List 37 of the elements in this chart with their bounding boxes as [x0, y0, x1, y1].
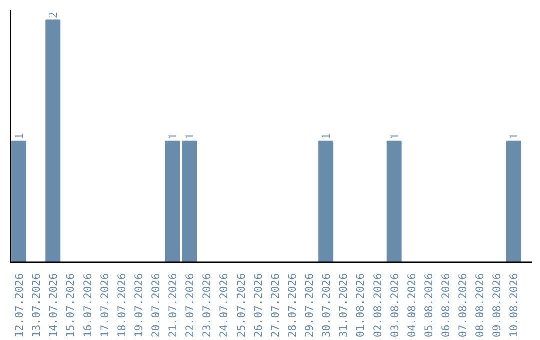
x-tick-label: 16.07.2026 [81, 274, 94, 338]
data-label: 1 [182, 133, 197, 140]
x-tick-label: 04.08.2026 [405, 274, 418, 338]
x-tick-label: 10.08.2026 [508, 274, 521, 338]
x-tick-label: 20.07.2026 [150, 274, 162, 338]
x-tick-label: 13.07.2026 [30, 274, 44, 338]
data-label: 1 [12, 133, 26, 140]
data-label: 1 [387, 133, 402, 140]
x-tick-label: 27.07.2026 [268, 274, 282, 338]
data-label: 1 [319, 133, 334, 140]
data-label: 1 [166, 133, 180, 140]
x-tick-label: 07.08.2026 [456, 274, 470, 338]
data-label: 2 [46, 12, 60, 18]
x-tick-label: 18.07.2026 [115, 274, 128, 338]
x-tick-label: 15.07.2026 [64, 274, 78, 338]
x-tick-label: 06.08.2026 [440, 274, 452, 338]
x-tick-label: 24.07.2026 [218, 274, 231, 338]
x-tick-label: 08.08.2026 [474, 274, 487, 338]
x-tick-label: 30.07.2026 [320, 274, 334, 338]
x-tick-label: 03.08.2026 [388, 274, 402, 338]
x-tick-label: 17.07.2026 [98, 274, 112, 338]
x-tick-label: 09.08.2026 [490, 274, 504, 338]
x-tick-label: 23.07.2026 [200, 274, 214, 338]
x-tick-label: 05.08.2026 [422, 274, 436, 338]
x-tick-label: 12.07.2026 [13, 274, 26, 338]
x-tick-label: 21.07.2026 [166, 274, 180, 338]
x-tick-label: 22.07.2026 [184, 274, 197, 338]
data-label: 1 [506, 133, 521, 140]
x-tick-label: 26.07.2026 [252, 274, 265, 338]
x-tick-label: 02.08.2026 [371, 274, 384, 338]
x-tick-label: 25.07.2026 [234, 274, 248, 338]
x-tick-label: 01.08.2026 [354, 274, 368, 338]
x-tick-label: 19.07.2026 [132, 274, 146, 338]
x-tick-label: 14.07.2026 [47, 274, 60, 338]
x-tick-label: 31.07.2026 [337, 274, 350, 338]
x-tick-label: 28.07.2026 [286, 274, 299, 338]
x-tick-label: 29.07.2026 [303, 274, 316, 338]
